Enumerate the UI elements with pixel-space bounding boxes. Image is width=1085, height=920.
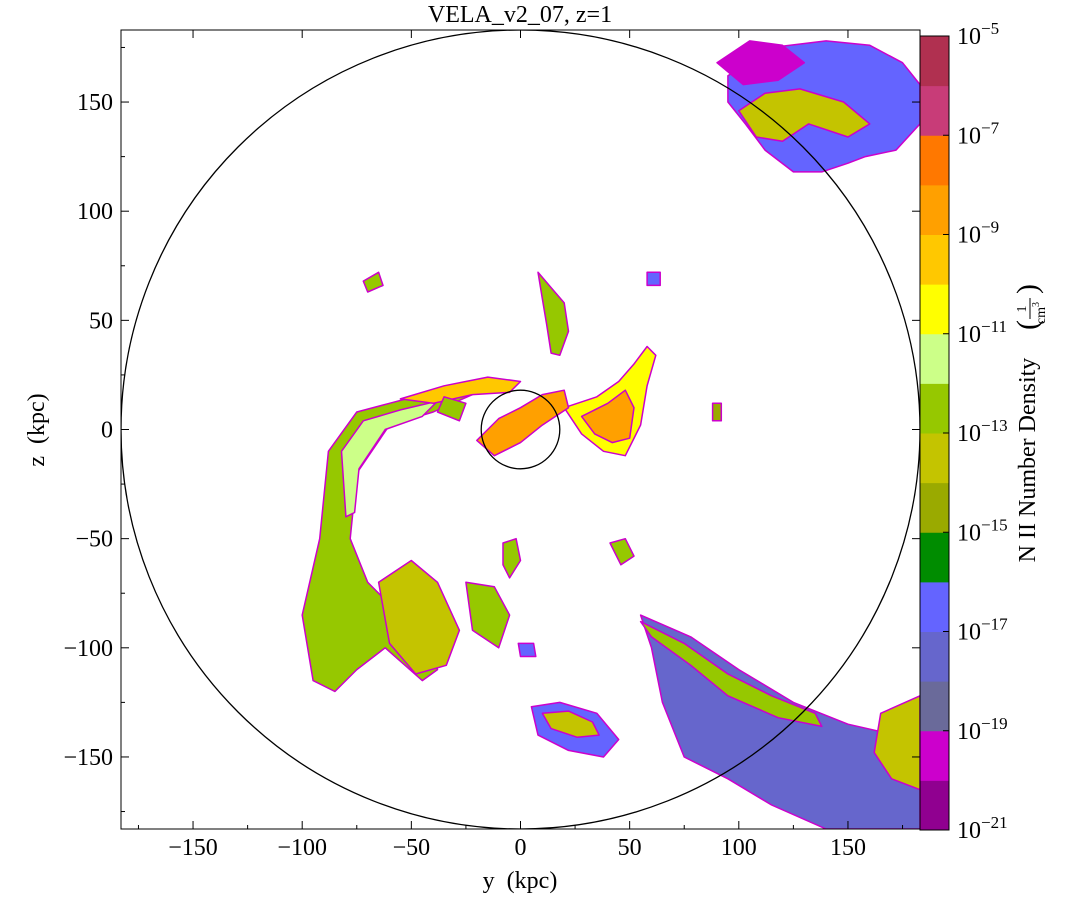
blob-right-arm-core	[580, 389, 635, 444]
blob-inner-core	[476, 389, 570, 457]
radius-circles	[121, 30, 920, 829]
colorbar-segment	[920, 681, 949, 732]
colorbar-tick-label: 10−17	[957, 615, 1008, 646]
colorbar-segment	[920, 433, 949, 484]
colorbar-segment	[920, 135, 949, 186]
colorbar-tick-label: 10−11	[957, 317, 1007, 348]
x-tick-label: 100	[721, 835, 757, 861]
colorbar-segment	[920, 631, 949, 682]
colorbar	[920, 36, 949, 831]
colorbar-tick-label: 10−21	[957, 813, 1008, 844]
colorbar-label-text: N II Number Density	[1015, 358, 1041, 563]
colorbar-segment	[920, 85, 949, 136]
colorbar-unit-cm: cm	[1034, 307, 1049, 324]
colorbar-unit-close: )	[1011, 284, 1044, 294]
y-tick-label: −150	[63, 745, 113, 771]
blob-upper-left-filament	[399, 376, 522, 405]
blob-small-3	[517, 642, 537, 658]
x-tick-label: −150	[168, 835, 218, 861]
colorbar-unit-denominator: cm3	[1031, 302, 1049, 324]
colorbar-ticks: 10−5 10−7 10−9 10−11 10−13 10−15 10−17 10−19 10−…	[943, 19, 1008, 844]
blob-small-4	[609, 537, 635, 566]
y-tick-label: 100	[77, 199, 113, 225]
colorbar-unit-numerator: 1	[1015, 306, 1030, 313]
blob-lower-center-cloud-core	[541, 710, 600, 739]
blob-bottom-right-stream-core	[639, 620, 823, 728]
y-axis-label: z (kpc)	[24, 393, 50, 466]
colorbar-tick-label: 10−9	[957, 218, 999, 249]
blob-small-2	[502, 537, 522, 579]
colorbar-segment	[920, 730, 949, 781]
x-axis-ticks: −150 −100 −50 0 50 100 150	[137, 30, 904, 861]
colorbar-tick-label: 10−13	[957, 416, 1008, 447]
colorbar-segment	[920, 780, 949, 831]
y-tick-label: −100	[63, 636, 113, 662]
x-axis-label: y (kpc)	[483, 868, 558, 894]
blob-small-1	[362, 271, 384, 293]
density-map	[301, 40, 920, 829]
blob-small-5	[646, 271, 661, 287]
blob-upper-filament	[537, 271, 570, 357]
blob-small-7	[436, 396, 467, 422]
x-tick-label: −50	[393, 835, 431, 861]
x-tick-label: −100	[277, 835, 327, 861]
x-tick-label: 0	[515, 835, 527, 861]
x-tick-label: 150	[830, 835, 866, 861]
colorbar-segment	[920, 532, 949, 583]
blob-top-right-cloud-outer	[716, 40, 806, 86]
colorbar-segment	[920, 383, 949, 434]
y-tick-label: 0	[101, 418, 113, 444]
colorbar-label: N II Number Density ( 1 cm3 )	[1011, 284, 1049, 562]
y-axis-ticks: 150 100 50 0 −50 −100 −150	[63, 46, 920, 813]
colorbar-segment	[920, 581, 949, 632]
colorbar-unit-open: (	[1011, 320, 1044, 330]
blob-left-small-lobe	[465, 581, 511, 649]
colorbar-segment	[920, 36, 949, 87]
x-tick-label: 50	[618, 835, 642, 861]
colorbar-tick-label: 10−5	[957, 19, 999, 50]
blob-bottom-right-corner	[873, 695, 920, 791]
y-tick-label: 50	[89, 308, 113, 334]
colorbar-segment	[920, 184, 949, 235]
colorbar-tick-label: 10−7	[957, 118, 1000, 149]
colorbar-segment	[920, 234, 949, 285]
colorbar-segment	[920, 284, 949, 335]
blob-small-6	[711, 402, 723, 422]
colorbar-segment	[920, 333, 949, 384]
inner-galaxy-circle	[480, 389, 561, 470]
blob-left-lower-lobe	[377, 559, 461, 675]
chart-title: VELA_v2_07, z=1	[428, 2, 612, 28]
colorbar-tick-label: 10−19	[957, 714, 1008, 745]
colorbar-unit-power: 3	[1031, 302, 1042, 307]
colorbar-segment	[920, 482, 949, 533]
colorbar-tick-label: 10−15	[957, 515, 1008, 546]
blob-left-arc-core	[340, 400, 439, 518]
blob-top-right-cloud-core	[738, 88, 871, 143]
y-tick-label: −50	[75, 527, 113, 553]
y-tick-label: 150	[77, 90, 113, 116]
